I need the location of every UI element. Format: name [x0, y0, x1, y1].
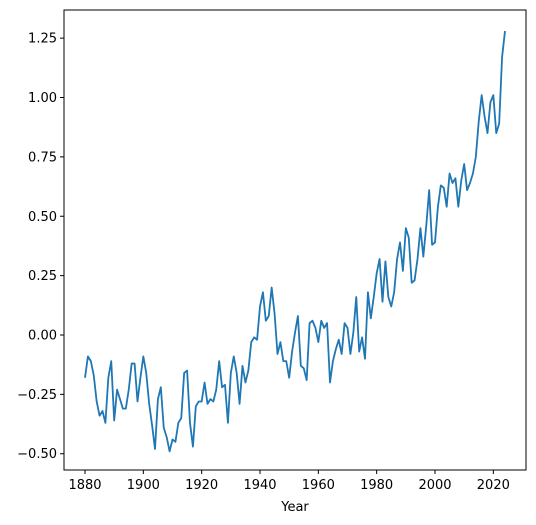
x-tick-label: 1980	[360, 478, 393, 493]
x-tick-label: 2000	[418, 478, 451, 493]
y-tick-label: −0.50	[17, 447, 57, 462]
plot-area	[64, 10, 526, 470]
plot-frame	[63, 9, 527, 471]
x-tick-label: 2020	[477, 478, 510, 493]
x-tick-label: 1880	[68, 478, 101, 493]
y-tick-label: 0.25	[28, 269, 57, 284]
x-tick-label: 1900	[127, 478, 160, 493]
y-tick-label: 0.75	[28, 150, 57, 165]
x-axis-label: Year	[280, 500, 309, 515]
x-tick-label: 1920	[185, 478, 218, 493]
y-tick-label: 1.00	[28, 91, 57, 106]
y-tick-label: 0.00	[28, 328, 57, 343]
series-line-0	[84, 30, 506, 453]
y-tick-label: −0.25	[17, 388, 57, 403]
y-tick-label: 0.50	[28, 210, 57, 225]
x-ticks: 1880 1900 1920 1940 1960 1980 2000 2020	[68, 470, 510, 493]
x-tick-label: 1960	[302, 478, 335, 493]
x-tick-label: 1940	[243, 478, 276, 493]
y-tick-label: 1.25	[28, 32, 57, 47]
series-layer	[84, 30, 506, 453]
y-ticks: −0.50 −0.25 0.00 0.25 0.50 0.75 1.00 1.25	[17, 32, 64, 462]
